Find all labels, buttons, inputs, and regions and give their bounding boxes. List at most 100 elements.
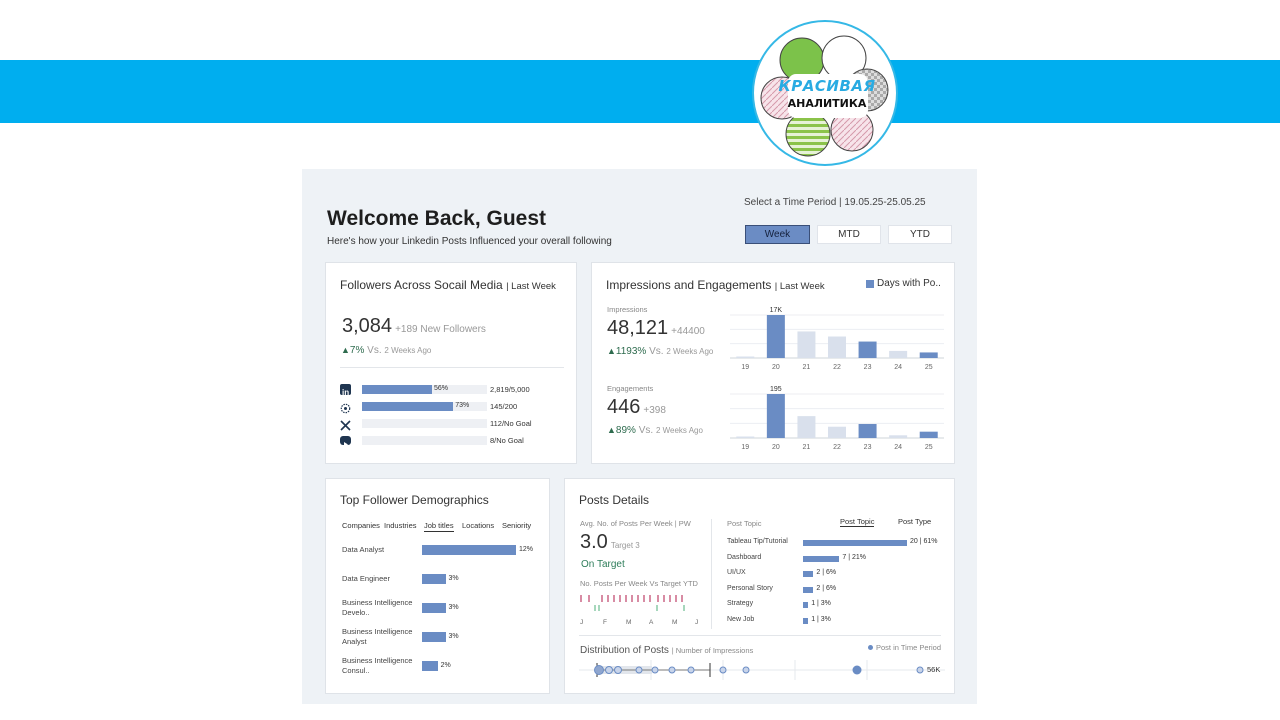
week-button[interactable]: Week: [745, 225, 810, 244]
impressions-delta: +44400: [671, 326, 705, 337]
demographic-row: Business Intelligence Develo.. 3%: [342, 598, 542, 628]
post-topic-bar: [803, 586, 814, 593]
engagements-tick-label: 25: [925, 444, 933, 451]
target-status: On Target: [581, 559, 625, 570]
post-topic-value: 2 | 6%: [816, 584, 837, 592]
engagements-vs-label: Vs.: [638, 425, 654, 436]
x-icon: [340, 418, 351, 431]
followers-new: +189 New Followers: [395, 324, 486, 335]
month-label: F: [603, 619, 607, 626]
engagements-vs-period: 2 Weeks Ago: [655, 426, 703, 435]
social-row-threads: 73% 145/200: [340, 400, 560, 414]
social-bar-pct: 56%: [434, 385, 449, 392]
demographic-label: Business Intelligence Analyst: [342, 627, 413, 646]
logo-text-1: КРАСИВАЯ: [778, 77, 876, 95]
engagements-label: Engagements: [607, 384, 654, 393]
mtd-button[interactable]: MTD: [817, 225, 881, 244]
weekly-post-ticks: [580, 595, 685, 611]
impressions-bar: [797, 331, 816, 358]
distribution-title-suffix: | Number of Impressions: [671, 646, 754, 655]
brand-logo: КРАСИВАЯ АНАЛИТИКА: [752, 20, 898, 166]
tab-locations[interactable]: Locations: [462, 521, 495, 530]
post-topic-value: 2 | 6%: [816, 569, 837, 576]
engagements-bar: [889, 435, 908, 438]
demographics-title: Top Follower Demographics: [340, 493, 489, 507]
demographic-value: 2%: [440, 662, 451, 669]
engagements-bar: [828, 426, 846, 438]
demographic-row: Data Engineer 3%: [342, 573, 542, 599]
followers-title-text: Followers Across Socail Media: [340, 278, 503, 292]
impressions-bar: [858, 341, 877, 358]
header-band: [0, 60, 1280, 123]
distribution-legend-dot: [868, 645, 873, 650]
logo-text-2: АНАЛИТИКА: [787, 97, 867, 110]
social-bar-fill: [362, 402, 454, 411]
demographic-value: 3%: [448, 633, 459, 640]
avg-posts-target: Target 3: [610, 541, 640, 550]
post-topic-label: Tableau Tip/Tutorial: [727, 538, 788, 545]
engagements-tick-label: 24: [894, 444, 902, 451]
distribution-title: Distribution of Posts | Number of Impres…: [580, 645, 753, 656]
up-arrow-icon: ▲: [341, 345, 350, 355]
followers-title-suffix: | Last Week: [506, 281, 556, 292]
followers-vs-period: 2 Weeks Ago: [384, 346, 432, 355]
impressions-total-row: 48,121 +44400: [607, 317, 705, 340]
tab-seniority[interactable]: Seniority: [502, 521, 532, 530]
impressions-tick-label: 22: [833, 364, 841, 371]
impressions-bar: [919, 352, 938, 358]
demographics-card: Top Follower Demographics Companies Indu…: [325, 478, 550, 694]
post-topic-row: UI/UX 2 | 6%: [727, 569, 957, 579]
engagements-total: 446: [607, 396, 641, 418]
post-topic-bar: [803, 571, 814, 577]
demographic-label: Business Intelligence Develo..: [342, 598, 413, 617]
social-value: 145/200: [490, 402, 518, 411]
post-topic-row: Dashboard 7 | 21%: [727, 554, 957, 564]
tab-post-topic[interactable]: Post Topic: [840, 517, 875, 527]
impressions-vs-label: Vs.: [649, 346, 664, 357]
tab-job-titles[interactable]: Job titles: [424, 521, 454, 532]
post-topic-label: Strategy: [727, 600, 754, 607]
weekly-posts-label: No. Posts Per Week Vs Target YTD: [580, 579, 698, 588]
demographic-label: Data Analyst: [342, 545, 385, 554]
engagements-tick-label: 23: [864, 444, 872, 451]
tab-post-type[interactable]: Post Type: [898, 517, 932, 526]
impressions-vs: ▲1193% Vs. 2 Weeks Ago: [607, 346, 713, 357]
post-topic-value: 7 | 21%: [842, 553, 867, 561]
ytd-button[interactable]: YTD: [888, 225, 952, 244]
engagements-peak-label: 195: [770, 386, 782, 393]
post-topic-bar: [803, 617, 809, 624]
impressions-title-text: Impressions and Engagements: [606, 278, 772, 292]
month-label: A: [649, 619, 654, 626]
page-subtitle: Here's how your Linkedin Posts Influence…: [327, 236, 612, 247]
engagements-bar: [766, 394, 785, 438]
social-bar-track: [362, 419, 487, 428]
impressions-total: 48,121: [607, 317, 669, 339]
distribution-max: 56K: [927, 665, 941, 674]
impressions-tick-label: 24: [894, 364, 902, 371]
tab-companies[interactable]: Companies: [342, 521, 380, 530]
engagements-bar: [919, 431, 938, 438]
post-topic-label: New Job: [727, 615, 755, 623]
post-topic-label: Dashboard: [727, 553, 762, 561]
divider: [711, 519, 712, 629]
demographic-row: Business Intelligence Analyst 3%: [342, 627, 542, 657]
engagements-delta: +398: [643, 405, 666, 416]
social-row-youtube: 8/No Goal: [340, 434, 560, 448]
tab-industries[interactable]: Industries: [384, 521, 417, 530]
social-bar-track: [362, 436, 487, 445]
post-topic-row: Strategy 1 | 3%: [727, 600, 957, 610]
demographic-row: Business Intelligence Consul.. 2%: [342, 656, 542, 686]
weekly-posts-chart: [580, 595, 685, 611]
impressions-tick-label: 19: [741, 364, 749, 371]
impressions-vs-pct: 1193%: [615, 346, 647, 357]
demographic-row: Data Analyst 12%: [342, 544, 542, 570]
post-topic-bar: [803, 602, 809, 608]
demographic-bar: [422, 603, 446, 613]
social-row-x: 112/No Goal: [340, 417, 560, 431]
divider: [340, 367, 564, 368]
impressions-peak-label: 17K: [770, 307, 783, 314]
social-value: 112/No Goal: [490, 419, 532, 428]
legend-swatch: [866, 280, 874, 288]
impressions-bar: [828, 336, 846, 358]
svg-text:in: in: [342, 388, 349, 397]
